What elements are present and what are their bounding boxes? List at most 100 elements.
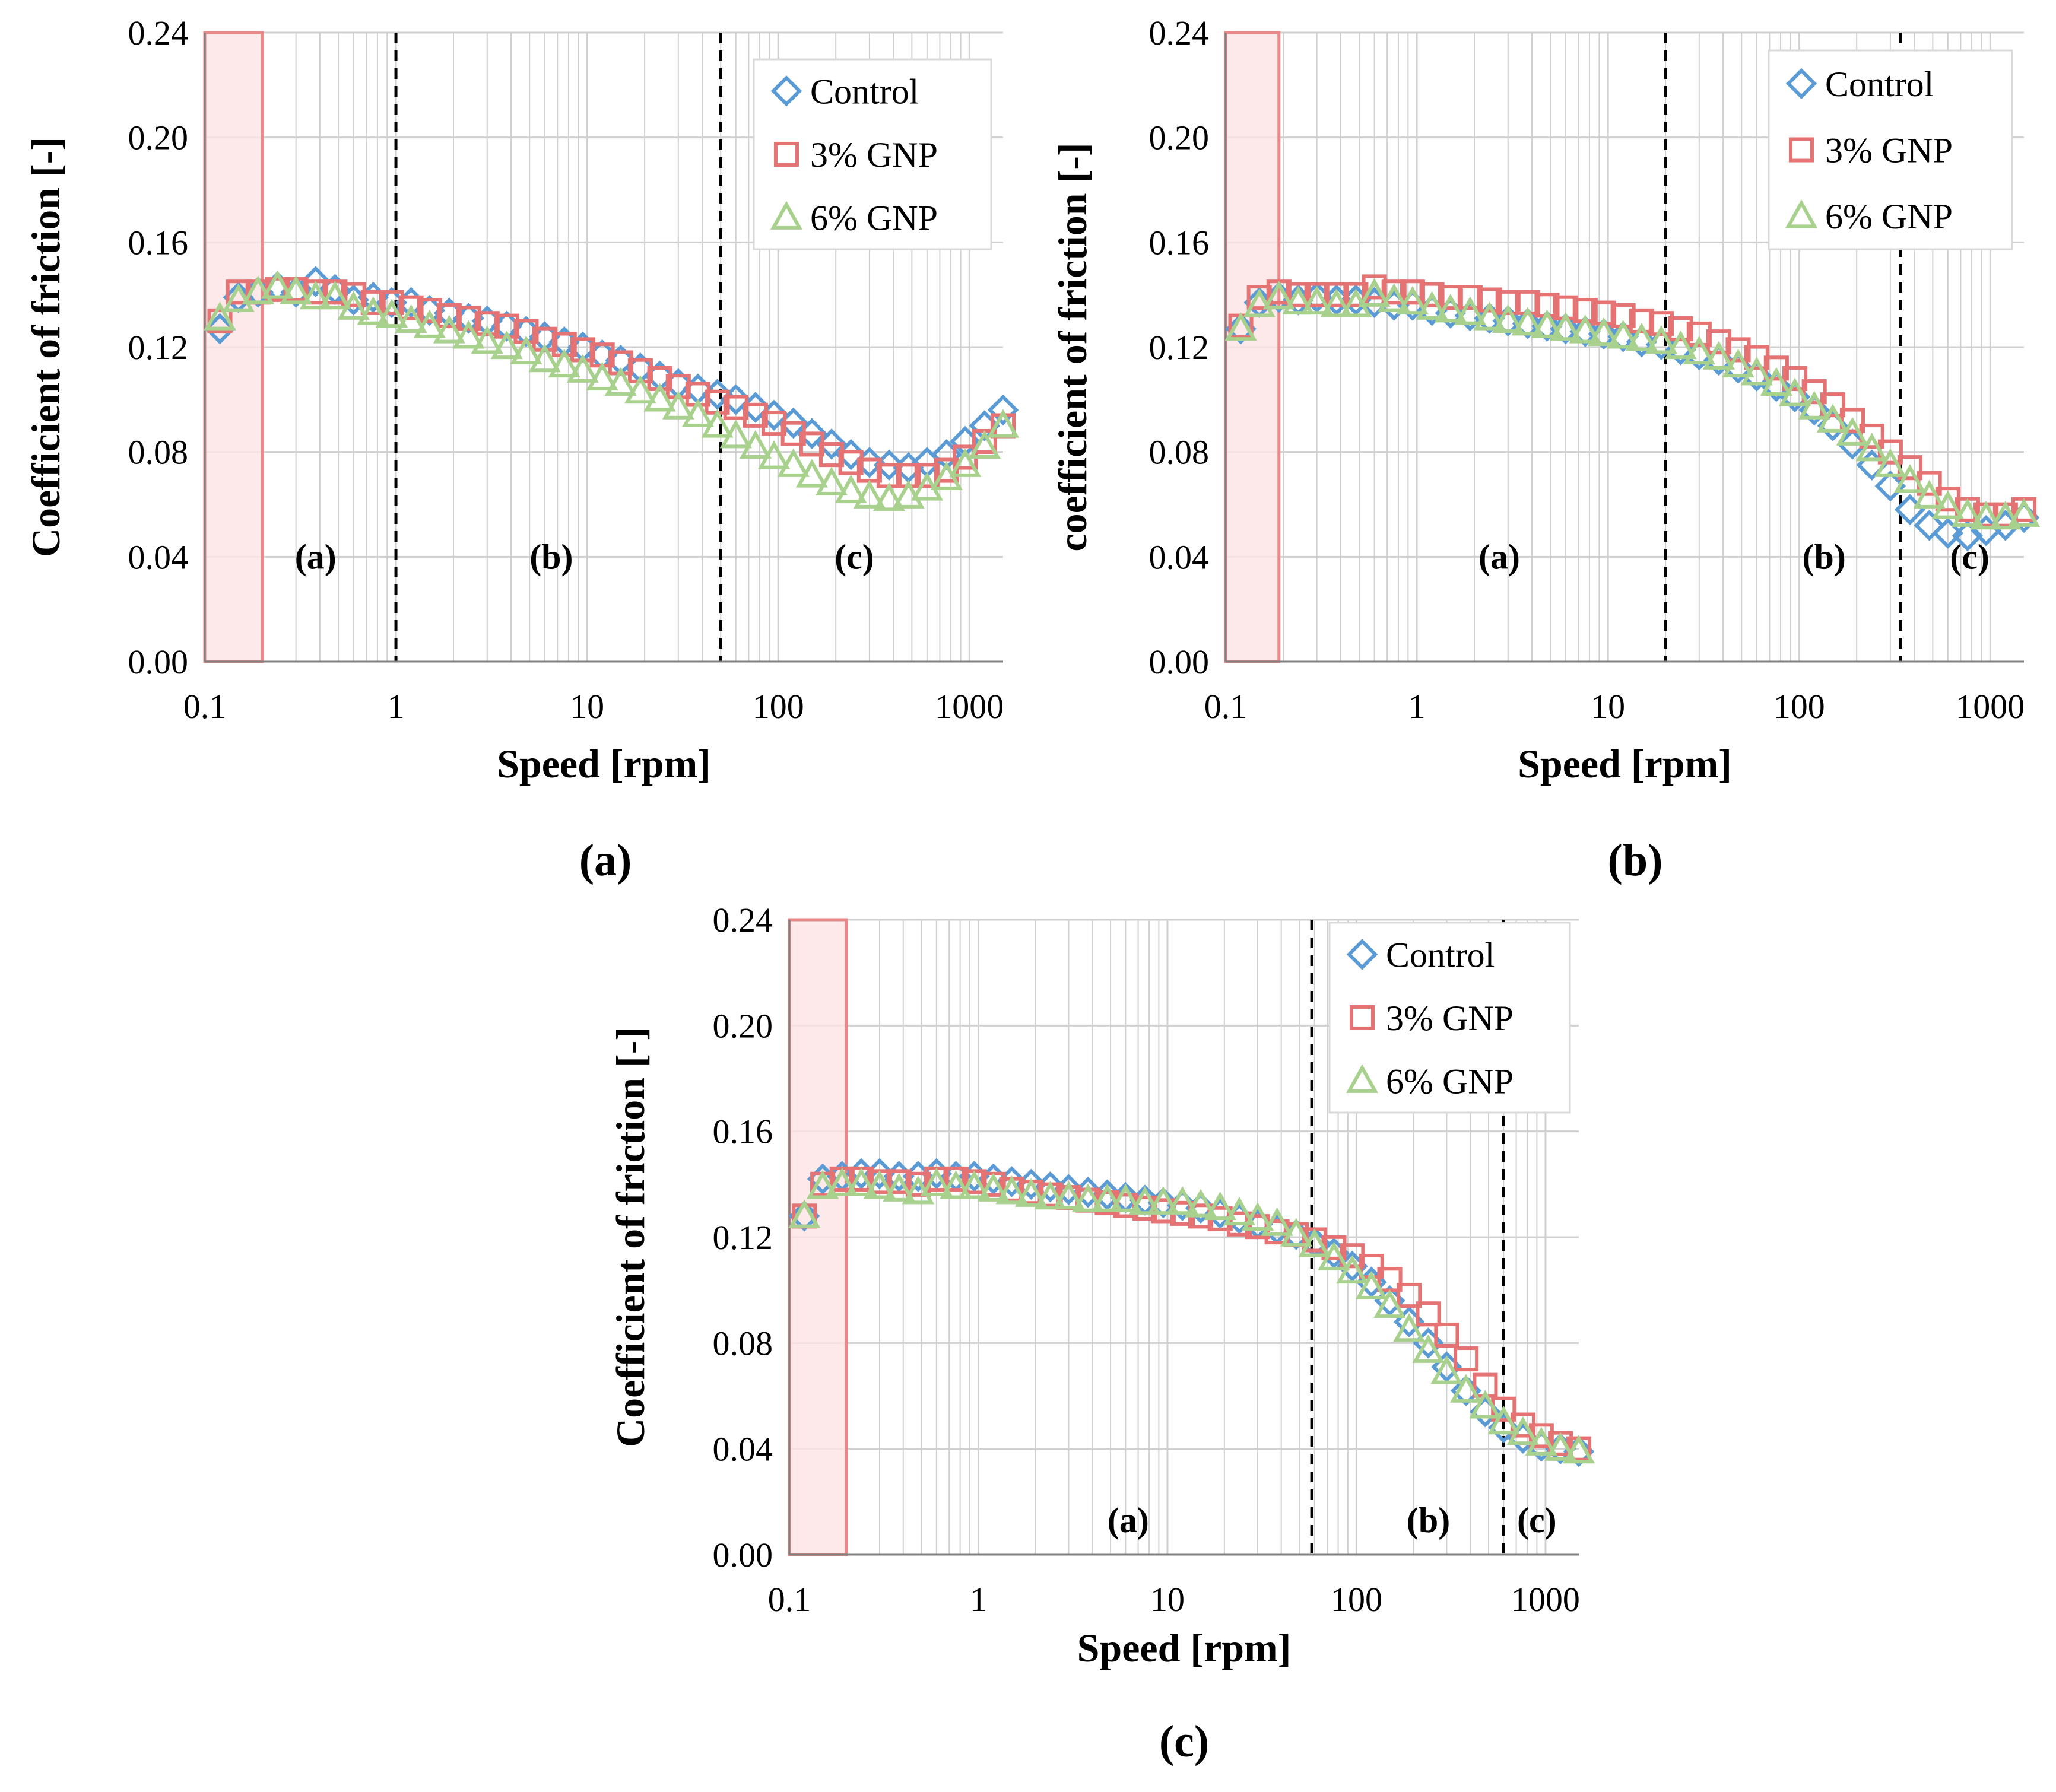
x-tick-label: 1000	[1511, 1580, 1580, 1619]
data-point	[1816, 403, 1849, 433]
region-label: (a)	[295, 537, 337, 576]
y-tick-label: 0.24	[713, 901, 773, 939]
data-point	[1511, 307, 1544, 336]
data-point	[337, 291, 370, 320]
data-point	[1416, 1301, 1441, 1327]
data-point	[1052, 1180, 1085, 1210]
data-point	[914, 463, 940, 488]
region-label: (a)	[1478, 537, 1520, 576]
data-point	[566, 354, 599, 383]
data-point	[643, 383, 676, 412]
x-tick-label: 1	[1408, 687, 1426, 726]
data-point	[1243, 288, 1276, 317]
data-point	[986, 409, 1020, 438]
data-point	[835, 474, 867, 504]
data-point	[1932, 517, 1964, 549]
data-point	[723, 395, 748, 420]
data-point	[1645, 325, 1678, 354]
data-point	[2007, 498, 2041, 527]
data-point	[1487, 1405, 1520, 1435]
data-point	[1184, 1189, 1217, 1218]
legend-entry: 3% GNP	[1386, 999, 1514, 1038]
panel-caption: (a)	[579, 835, 632, 885]
data-point	[815, 466, 848, 495]
legend-entry: 3% GNP	[1825, 131, 1953, 170]
x-axis-title: Speed [rpm]	[1077, 1625, 1292, 1670]
data-point	[1473, 301, 1506, 331]
data-point	[1280, 1218, 1313, 1247]
data-point	[1506, 1416, 1540, 1445]
legend-entry: 6% GNP	[810, 199, 938, 238]
x-tick-label: 0.1	[768, 1580, 811, 1619]
legend-entry: 6% GNP	[1386, 1062, 1514, 1101]
data-point	[452, 320, 485, 349]
shaded-region	[203, 31, 264, 663]
x-tick-label: 100	[1331, 1580, 1382, 1619]
y-tick-label: 0.12	[1149, 328, 1210, 367]
data-point	[886, 1169, 912, 1194]
data-point	[1686, 321, 1712, 347]
data-point	[777, 448, 810, 477]
data-point	[1625, 322, 1658, 351]
data-point	[1128, 1186, 1162, 1215]
y-axis-title: coefficient of friction [-]	[1050, 142, 1095, 551]
data-point	[1400, 279, 1425, 305]
data-point	[1416, 291, 1448, 320]
data-point	[299, 280, 332, 310]
x-tick-label: 10	[1591, 687, 1625, 726]
data-point	[1495, 290, 1521, 315]
data-point	[375, 298, 408, 328]
data-point	[1430, 1355, 1463, 1384]
data-point	[1320, 288, 1353, 317]
data-point	[204, 313, 236, 345]
data-point	[1531, 309, 1563, 338]
y-tick-label: 0.12	[128, 328, 189, 367]
legend-marker	[773, 141, 799, 167]
series-6-gnp	[1224, 278, 2041, 530]
data-point	[826, 1167, 858, 1196]
panel-caption: (b)	[1608, 835, 1663, 885]
legend-entry: Control	[810, 72, 919, 111]
legend-entry: Control	[1825, 65, 1934, 104]
data-point	[1412, 1334, 1445, 1363]
data-point	[1668, 316, 1693, 342]
y-tick-label: 0.08	[713, 1324, 773, 1362]
data-point	[943, 1166, 969, 1192]
data-point	[948, 448, 982, 477]
data-point	[1607, 320, 1639, 349]
x-tick-label: 10	[570, 687, 604, 726]
data-point	[1015, 1178, 1048, 1207]
y-tick-label: 0.16	[713, 1113, 773, 1151]
shaded-region	[788, 918, 848, 1556]
data-point	[1469, 1390, 1502, 1419]
data-point	[872, 482, 906, 511]
data-point	[1224, 312, 1257, 341]
legend-marker	[1788, 137, 1814, 163]
region-label: (c)	[835, 537, 874, 576]
data-point	[1874, 470, 1906, 502]
data-point	[586, 361, 618, 391]
data-point	[1562, 1435, 1595, 1464]
data-point	[1836, 417, 1869, 446]
data-point	[1893, 464, 1927, 493]
data-point	[474, 311, 500, 336]
data-point	[1204, 1191, 1236, 1221]
data-point	[1286, 282, 1311, 307]
legend: Control 3% GNP 6% GNP	[1768, 49, 2013, 250]
data-point	[1525, 1426, 1557, 1456]
x-tick-label: 1	[388, 687, 405, 726]
legend: Control 3% GNP 6% GNP	[753, 58, 992, 250]
data-point	[1550, 313, 1581, 345]
y-tick-label: 0.24	[128, 14, 189, 52]
chart-panel-b: 0.00 0.04 0.08 0.12 0.16 0.20 0.24 0.1 1 10 100 100…	[1050, 14, 2041, 885]
data-point	[1438, 285, 1463, 310]
data-point	[1531, 310, 1563, 342]
data-point	[681, 398, 715, 427]
data-point	[1702, 341, 1735, 370]
data-point	[987, 394, 1019, 426]
y-tick-label: 0.08	[1149, 433, 1210, 472]
data-point	[719, 420, 752, 449]
y-tick-label: 0.04	[128, 538, 189, 576]
data-point	[795, 459, 829, 488]
data-point	[1874, 448, 1907, 477]
